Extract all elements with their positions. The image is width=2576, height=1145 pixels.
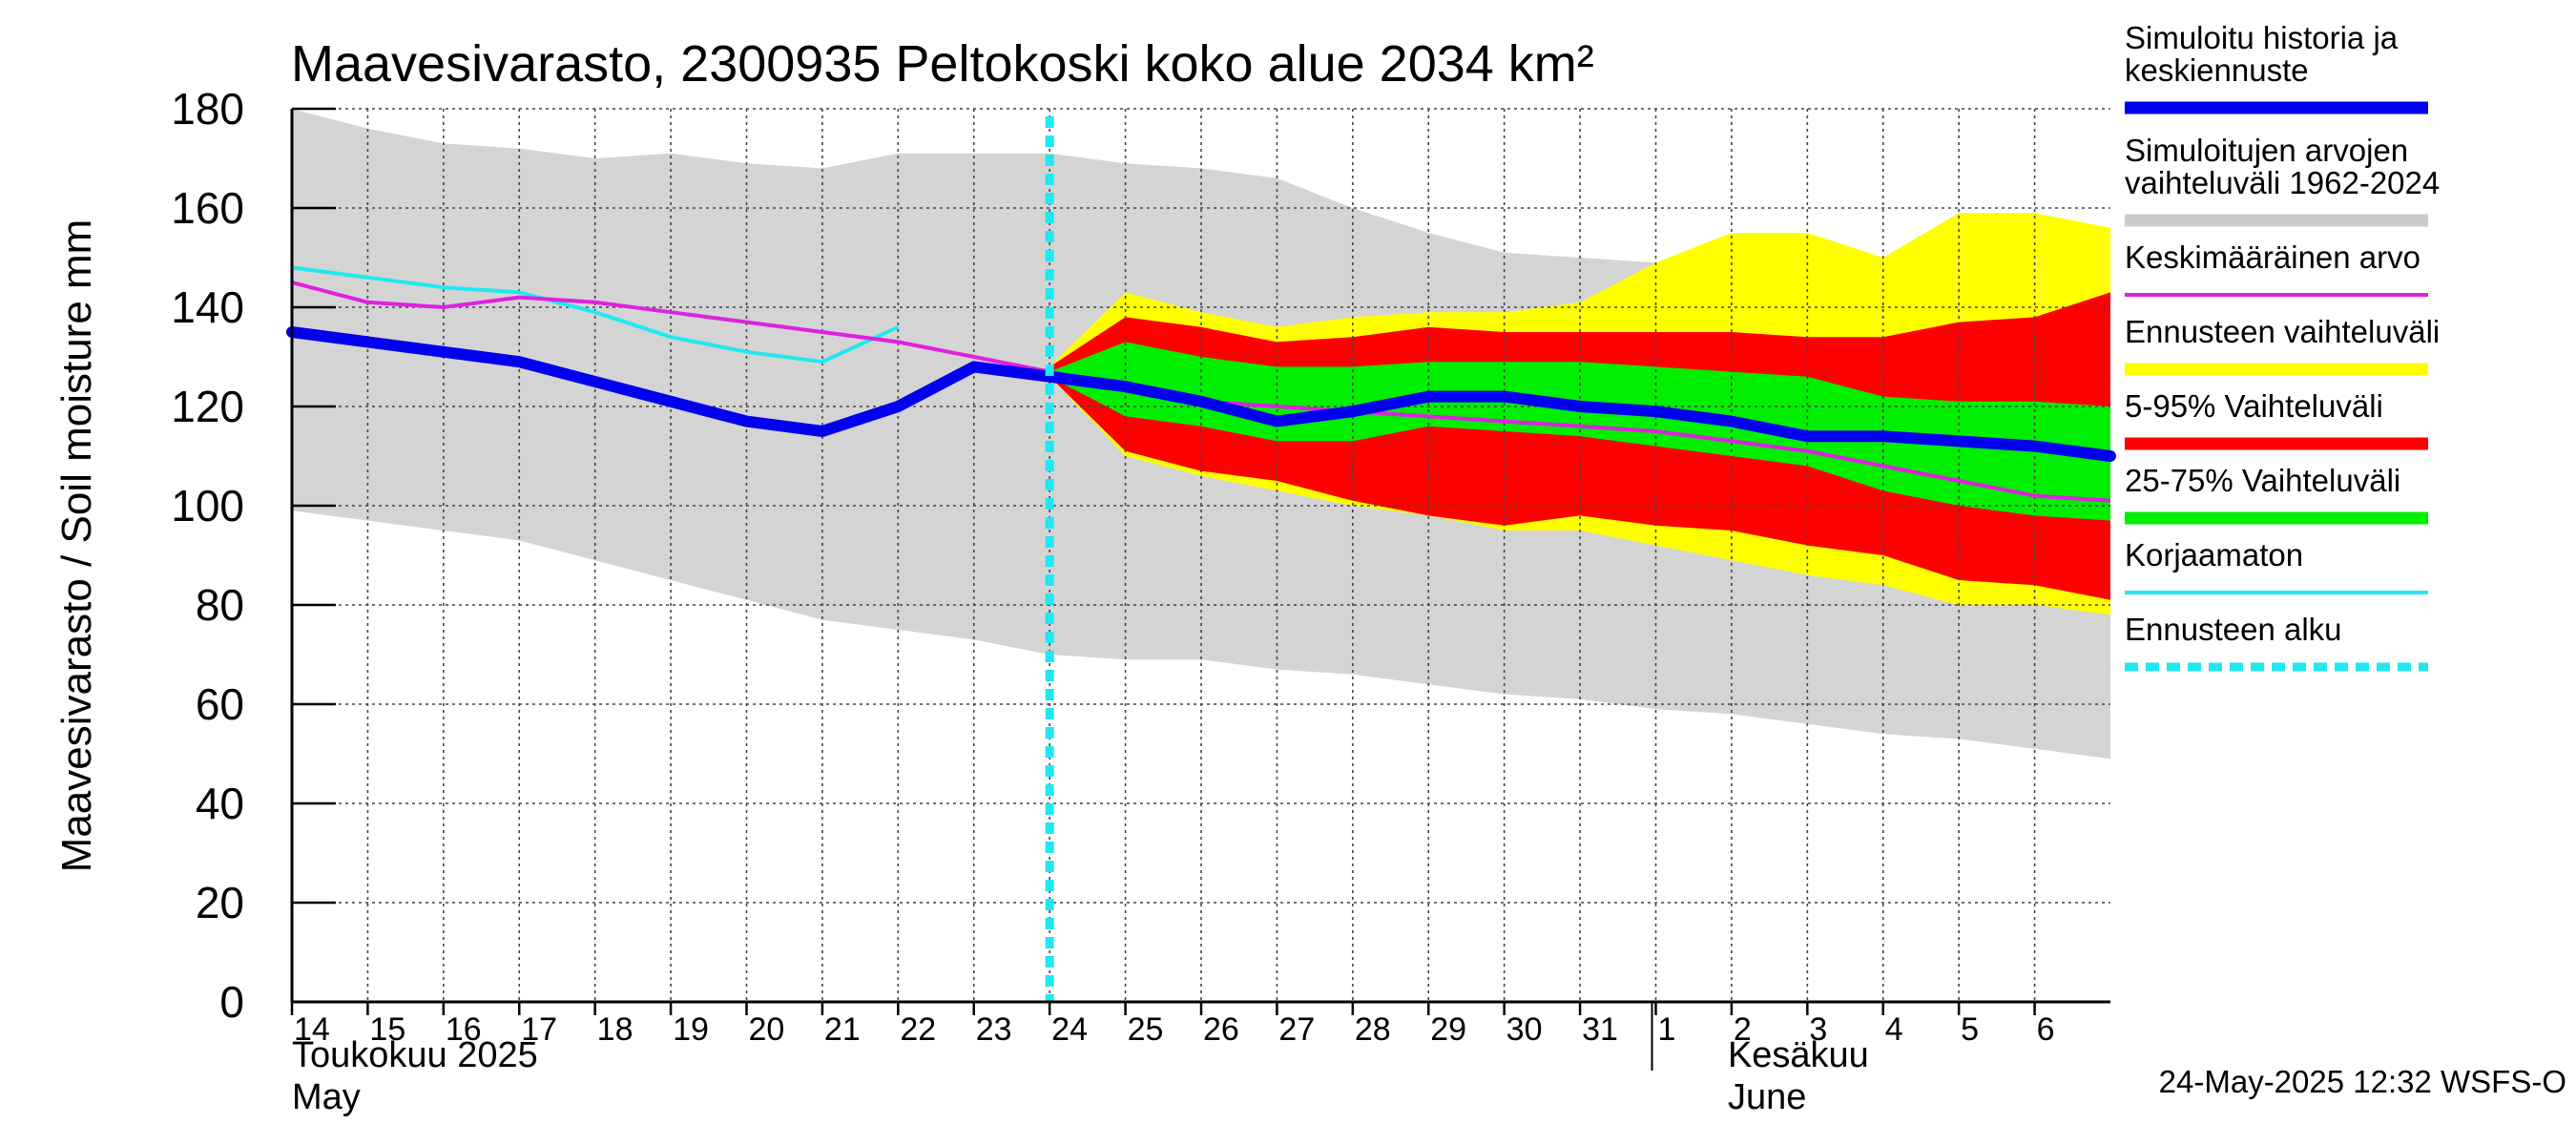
x-tick-label: 15 <box>369 1011 405 1048</box>
y-tick-label: 120 <box>171 382 244 431</box>
x-tick-label: 24 <box>1051 1011 1088 1048</box>
y-tick-label: 60 <box>196 679 244 729</box>
y-tick-label: 80 <box>196 580 244 630</box>
x-tick-label: 17 <box>521 1011 557 1048</box>
lines-layer <box>286 116 2116 1002</box>
legend-label: Simuloitujen arvojen <box>2125 133 2408 168</box>
x-tick-label: 28 <box>1355 1011 1391 1048</box>
x-tick-label: 6 <box>2037 1011 2055 1048</box>
y-tick-label: 140 <box>171 282 244 332</box>
month-label-en: June <box>1728 1077 1806 1117</box>
x-tick-label: 30 <box>1506 1011 1543 1048</box>
axes-layer <box>290 107 2110 1071</box>
x-tick-label: 4 <box>1885 1011 1903 1048</box>
x-tick-label: 25 <box>1128 1011 1164 1048</box>
x-tick-label: 21 <box>824 1011 861 1048</box>
y-tick-label: 0 <box>219 977 244 1027</box>
legend-label: Ennusteen vaihteluväli <box>2125 314 2440 349</box>
legend-label: Ennusteen alku <box>2125 612 2342 647</box>
x-tick-label: 26 <box>1203 1011 1239 1048</box>
x-tick-label: 2 <box>1734 1011 1752 1048</box>
x-tick-label: 1 <box>1658 1011 1676 1048</box>
legend-label: 5-95% Vaihteluväli <box>2125 388 2383 424</box>
x-tick-label: 5 <box>1961 1011 1979 1048</box>
y-tick-label: 180 <box>171 84 244 134</box>
chart-title: Maavesivarasto, 2300935 Peltokoski koko … <box>291 35 1594 93</box>
x-tick-label: 19 <box>673 1011 709 1048</box>
legend-label: 25-75% Vaihteluväli <box>2125 463 2400 498</box>
x-tick-label: 16 <box>446 1011 482 1048</box>
footer-timestamp: 24-May-2025 12:32 WSFS-O <box>2159 1064 2566 1099</box>
x-tick-label: 18 <box>597 1011 634 1048</box>
y-tick-label: 100 <box>171 481 244 531</box>
y-tick-label: 160 <box>171 183 244 233</box>
x-tick-label: 29 <box>1430 1011 1466 1048</box>
x-tick-label: 31 <box>1582 1011 1618 1048</box>
x-tick-label: 20 <box>749 1011 785 1048</box>
legend-label: vaihteluväli 1962-2024 <box>2125 165 2440 200</box>
x-tick-label: 23 <box>976 1011 1012 1048</box>
x-tick-label: 14 <box>294 1011 330 1048</box>
x-tick-label: 27 <box>1278 1011 1315 1048</box>
month-label-fi: Toukokuu 2025 <box>292 1035 538 1075</box>
legend-label: Korjaamaton <box>2125 537 2303 572</box>
legend-label: keskiennuste <box>2125 52 2309 88</box>
uncorrected-series-line <box>291 265 900 364</box>
simulated-series-line <box>286 326 2116 462</box>
y-tick-label: 20 <box>196 878 244 927</box>
month-label-fi: Kesäkuu <box>1728 1035 1869 1075</box>
legend-label: Keskimääräinen arvo <box>2125 239 2420 275</box>
month-label-en: May <box>292 1077 361 1117</box>
y-axis-label: Maavesivarasto / Soil moisture mm <box>53 219 100 873</box>
grid-layer <box>292 108 2110 1002</box>
y-tick-label: 40 <box>196 779 244 828</box>
x-tick-label: 3 <box>1809 1011 1827 1048</box>
x-tick-label: 22 <box>900 1011 936 1048</box>
legend-label: Simuloitu historia ja <box>2125 20 2399 55</box>
